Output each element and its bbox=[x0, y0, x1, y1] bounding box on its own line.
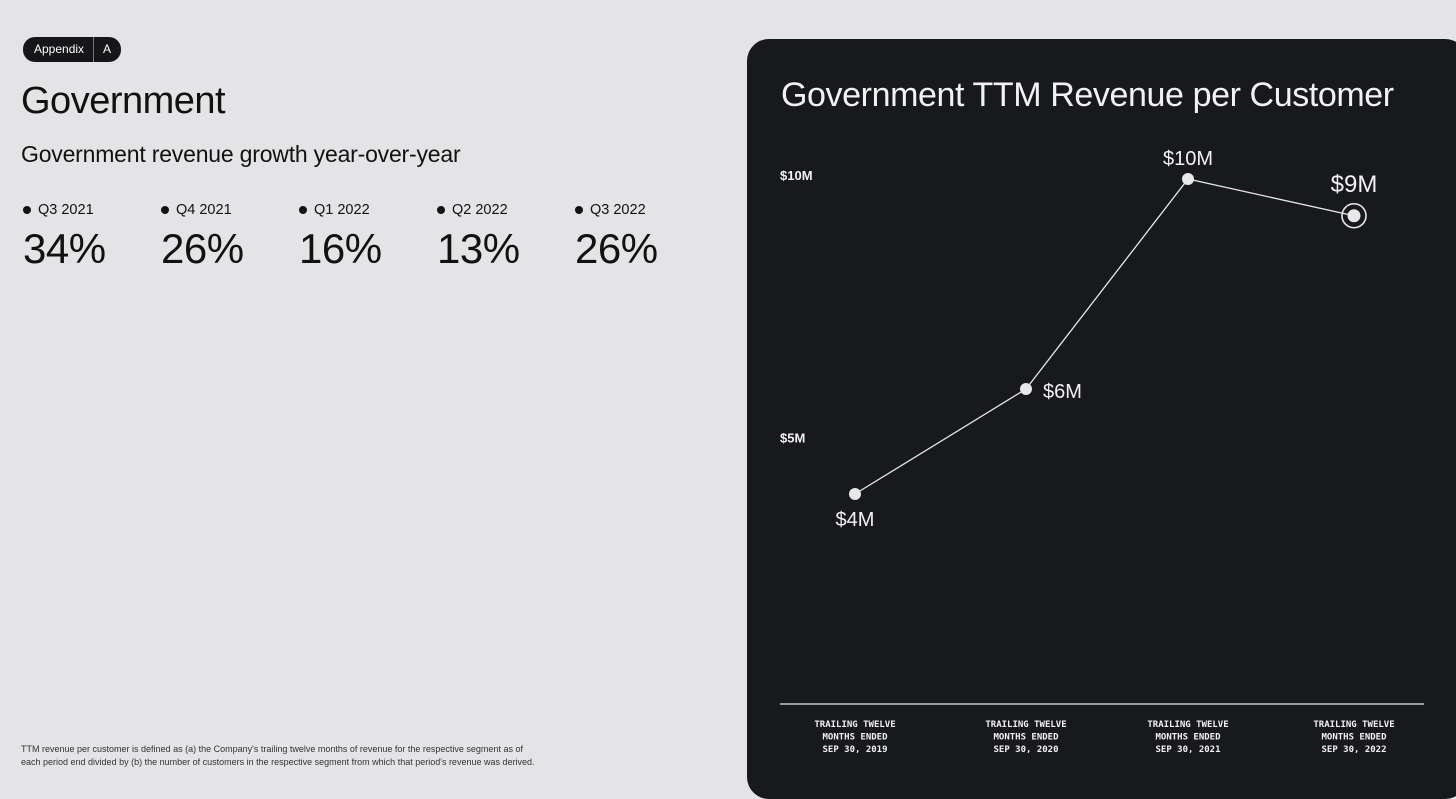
footnote: TTM revenue per customer is defined as (… bbox=[21, 744, 535, 767]
bullet-dot-icon bbox=[161, 206, 169, 214]
growth-quarter: Q1 2022 bbox=[314, 202, 370, 218]
chart-panel: Government TTM Revenue per Customer $10M… bbox=[747, 39, 1456, 799]
x-tick-label: TRAILING TWELVE bbox=[814, 720, 895, 730]
data-label: $6M bbox=[1043, 381, 1082, 403]
bullet-dot-icon bbox=[575, 206, 583, 214]
data-point bbox=[849, 488, 861, 500]
page-title: Government bbox=[21, 80, 226, 122]
y-tick-label: $10M bbox=[780, 168, 813, 183]
data-point bbox=[1182, 173, 1194, 185]
growth-value: 13% bbox=[437, 225, 520, 272]
series-line bbox=[854, 178, 1355, 495]
appendix-label: Appendix bbox=[34, 42, 85, 56]
growth-stat: Q1 2022 16% bbox=[299, 201, 437, 273]
x-tick-label: MONTHS ENDED bbox=[1155, 733, 1221, 743]
highlight-ring bbox=[1341, 202, 1367, 229]
y-tick-label: $5M bbox=[780, 431, 805, 446]
x-tick-label: MONTHS ENDED bbox=[822, 733, 888, 743]
x-tick-label: TRAILING TWELVE bbox=[985, 720, 1066, 730]
badge-divider bbox=[93, 37, 95, 62]
x-tick-label: MONTHS ENDED bbox=[1321, 733, 1387, 743]
growth-quarter: Q2 2022 bbox=[452, 202, 508, 218]
growth-value: 26% bbox=[575, 225, 658, 272]
growth-stat: Q2 2022 13% bbox=[437, 201, 575, 273]
growth-stats: Q3 2021 34% Q4 2021 26% Q1 2022 16% Q2 2… bbox=[23, 201, 713, 273]
x-tick-label: SEP 30, 2020 bbox=[993, 745, 1058, 755]
growth-stat: Q4 2021 26% bbox=[161, 201, 299, 273]
x-tick-label: TRAILING TWELVE bbox=[1313, 720, 1394, 730]
growth-stat: Q3 2022 26% bbox=[575, 201, 713, 273]
growth-quarter: Q4 2021 bbox=[176, 202, 232, 218]
data-label: $9M bbox=[1331, 171, 1378, 198]
growth-value: 16% bbox=[299, 225, 382, 272]
growth-stat: Q3 2021 34% bbox=[23, 201, 161, 273]
chart-title: Government TTM Revenue per Customer bbox=[781, 76, 1394, 114]
data-point bbox=[1020, 383, 1032, 395]
bullet-dot-icon bbox=[23, 206, 31, 214]
x-tick-label: TRAILING TWELVE bbox=[1147, 720, 1228, 730]
x-tick-label: SEP 30, 2021 bbox=[1155, 745, 1220, 755]
growth-quarter: Q3 2021 bbox=[38, 202, 94, 218]
x-tick-label: SEP 30, 2022 bbox=[1321, 745, 1386, 755]
x-tick-label: SEP 30, 2019 bbox=[822, 745, 887, 755]
data-label: $4M bbox=[836, 509, 875, 531]
growth-quarter: Q3 2022 bbox=[590, 202, 646, 218]
revenue-per-customer-chart: $10M $5M $4M $6M $10M $9M TRAILING TWELVE MONTH… bbox=[780, 148, 1424, 755]
growth-value: 34% bbox=[23, 225, 106, 272]
data-point bbox=[1347, 209, 1361, 223]
x-tick-label: MONTHS ENDED bbox=[993, 733, 1059, 743]
bullet-dot-icon bbox=[299, 206, 307, 214]
page-subtitle: Government revenue growth year-over-year bbox=[21, 141, 461, 167]
appendix-badge: Appendix A bbox=[23, 37, 122, 62]
appendix-letter: A bbox=[103, 42, 112, 56]
data-label: $10M bbox=[1163, 148, 1213, 170]
bullet-dot-icon bbox=[437, 206, 445, 214]
growth-value: 26% bbox=[161, 225, 244, 272]
